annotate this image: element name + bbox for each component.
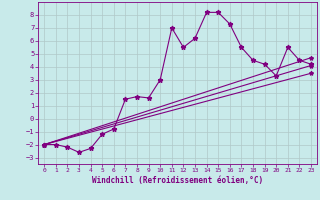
X-axis label: Windchill (Refroidissement éolien,°C): Windchill (Refroidissement éolien,°C) <box>92 176 263 185</box>
